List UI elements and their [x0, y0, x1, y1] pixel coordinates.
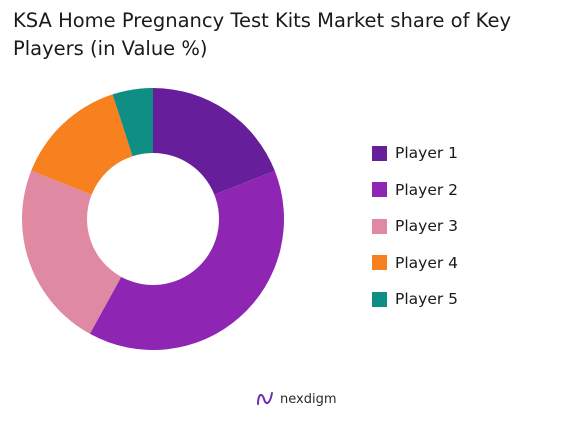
legend: Player 1 Player 2 Player 3 Player 4 Player 5 [372, 135, 458, 318]
legend-item: Player 4 [372, 245, 458, 282]
legend-item: Player 1 [372, 135, 458, 172]
legend-item: Player 5 [372, 281, 458, 318]
slice-player-5 [112, 88, 153, 157]
chart-title: KSA Home Pregnancy Test Kits Market shar… [13, 9, 511, 60]
legend-swatch [372, 145, 387, 161]
legend-label: Player 2 [395, 180, 459, 199]
slice-player-4 [31, 94, 133, 195]
slice-player-1 [153, 88, 275, 195]
legend-label: Player 5 [395, 290, 459, 309]
legend-swatch [372, 291, 387, 307]
legend-label: Player 1 [395, 144, 459, 163]
slice-player-3 [22, 170, 122, 334]
legend-swatch [372, 182, 387, 198]
legend-item: Player 3 [372, 208, 458, 245]
legend-label: Player 4 [395, 253, 459, 272]
legend-item: Player 2 [372, 172, 458, 209]
legend-swatch [372, 255, 387, 271]
legend-swatch [372, 218, 387, 234]
brand-logo: nexdigm [255, 389, 336, 409]
nexdigm-logo-icon [257, 392, 273, 405]
legend-label: Player 3 [395, 217, 459, 236]
slice-player-2 [89, 170, 284, 350]
brand-name: nexdigm [280, 391, 337, 407]
